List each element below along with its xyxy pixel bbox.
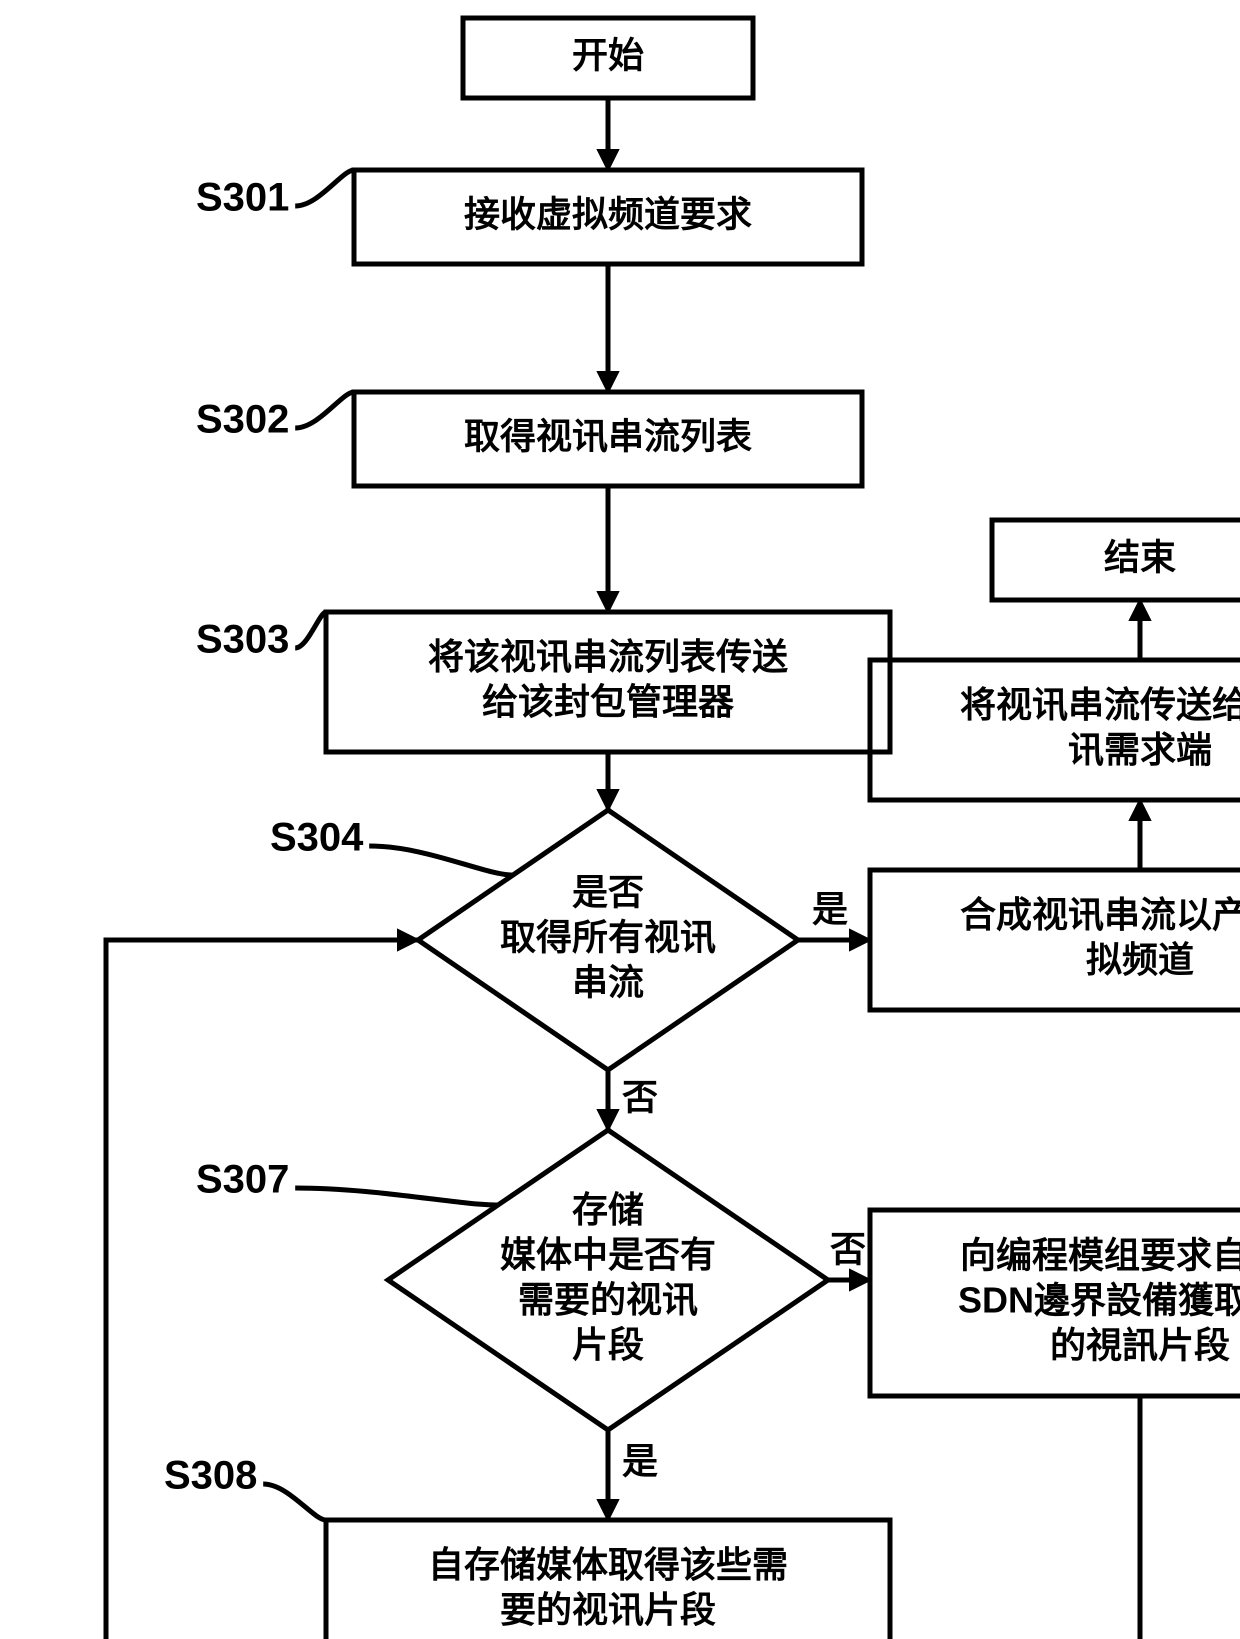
edge-label: 是	[622, 1441, 658, 1482]
node-text: 合成视讯串流以产生虚	[960, 894, 1240, 935]
node-text: 媒体中是否有	[500, 1234, 716, 1275]
flow-node-s304: 是否取得所有视讯串流	[418, 810, 798, 1070]
step-label-s303: S303	[196, 618, 289, 662]
label-leader	[295, 392, 354, 428]
flow-node-s307: 存储媒体中是否有需要的视讯片段	[388, 1130, 828, 1430]
label-leader	[295, 170, 354, 206]
flow-node-s302: 取得视讯串流列表	[354, 392, 862, 486]
flow-node-end: 结束	[992, 520, 1240, 600]
node-text: SDN邊界設備獲取需要	[958, 1280, 1240, 1321]
node-text: 要的视讯片段	[500, 1589, 716, 1630]
label-leader	[295, 612, 326, 648]
step-label-s307: S307	[196, 1158, 289, 1202]
edge-label: 否	[622, 1077, 658, 1118]
node-text: 接收虚拟频道要求	[464, 194, 752, 235]
node-text: 需要的视讯	[518, 1279, 698, 1320]
node-text: 存储	[572, 1189, 644, 1230]
node-text: 开始	[572, 35, 644, 76]
label-leader	[295, 1188, 498, 1205]
node-text: 是否	[572, 872, 644, 913]
flow-node-s309: 向编程模组要求自其它SDN邊界設備獲取需要的視訊片段	[870, 1210, 1240, 1396]
step-label-s302: S302	[196, 398, 289, 442]
node-text: 串流	[572, 962, 644, 1003]
flow-node-s308: 自存储媒体取得该些需要的视讯片段	[326, 1520, 890, 1639]
step-label-s308: S308	[164, 1454, 257, 1498]
node-text: 取得视讯串流列表	[464, 416, 752, 457]
node-text: 讯需求端	[1068, 729, 1212, 770]
node-text: 结束	[1104, 537, 1176, 578]
step-label-s304: S304	[270, 816, 364, 860]
label-leader	[369, 846, 513, 875]
flow-node-s305: 合成视讯串流以产生虚拟频道	[870, 870, 1240, 1010]
node-text: 自存储媒体取得该些需	[428, 1544, 788, 1585]
edge-label: 是	[812, 889, 848, 930]
flow-node-start: 开始	[463, 18, 753, 98]
node-text: 给该封包管理器	[482, 681, 735, 722]
flow-node-s303: 将该视讯串流列表传送给该封包管理器	[326, 612, 890, 752]
node-text: 拟频道	[1086, 939, 1194, 980]
node-text: 取得所有视讯	[500, 917, 716, 958]
edge-label: 否	[830, 1229, 866, 1270]
node-text: 的視訊片段	[1050, 1325, 1230, 1366]
flow-node-s306: 将视讯串流传送给该视讯需求端	[870, 660, 1240, 800]
flow-node-s301: 接收虚拟频道要求	[354, 170, 862, 264]
label-leader	[263, 1484, 326, 1520]
step-label-s301: S301	[196, 176, 289, 220]
node-text: 将视讯串流传送给该视	[960, 684, 1240, 725]
node-text: 将该视讯串流列表传送	[428, 636, 788, 677]
node-text: 向编程模组要求自其它	[960, 1235, 1240, 1276]
node-text: 片段	[572, 1324, 644, 1365]
